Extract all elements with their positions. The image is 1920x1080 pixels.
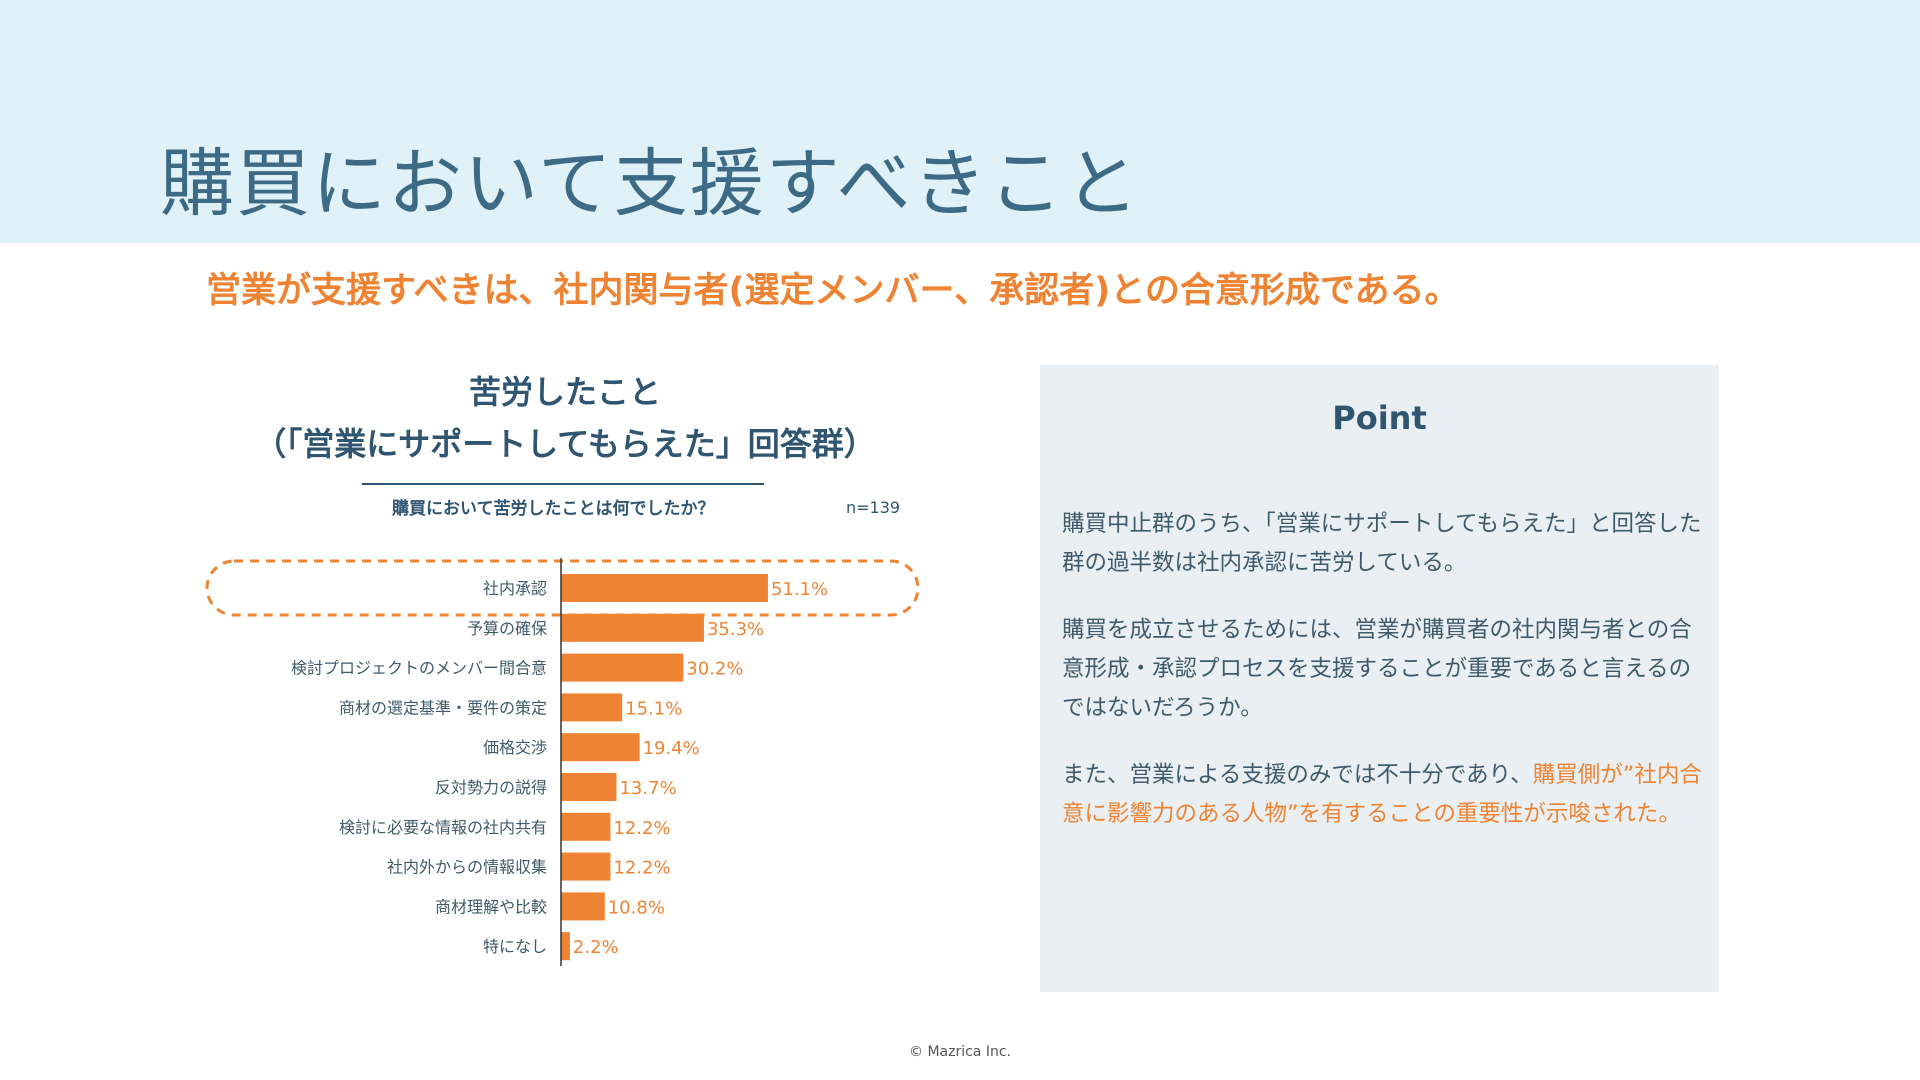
chart-question: 購買において苦労したことは何でしたか？ <box>392 499 715 519</box>
data-label: 30.2% <box>686 659 743 680</box>
data-label: 10.8% <box>608 897 665 918</box>
bar <box>561 693 623 722</box>
point-paragraph-2: 購買を成立させるためには、営業が購買者の社内関与者との合意形成・承認プロセスを支… <box>1062 617 1692 721</box>
data-label: 15.1% <box>625 698 682 719</box>
chart-title-line2: （「営業にサポートしてもらえた」回答群） <box>254 425 876 463</box>
chart-title: 苦労したこと （「営業にサポートしてもらえた」回答群） <box>230 366 900 470</box>
point-panel: Point 購買中止群のうち、「営業にサポートしてもらえた」と回答した群の過半数… <box>1040 365 1719 992</box>
bar <box>561 653 684 682</box>
header-band <box>0 0 1920 243</box>
page-title: 購買において支援すべきこと <box>160 141 1141 227</box>
category-label: 商材の選定基準・要件の策定 <box>339 698 547 717</box>
chart-divider <box>362 483 764 485</box>
category-label: 特になし <box>483 937 547 956</box>
category-label: 商材理解や比較 <box>435 897 547 916</box>
chart-title-line1: 苦労したこと <box>468 373 661 411</box>
category-label: 検討に必要な情報の社内共有 <box>339 818 547 837</box>
data-label: 35.3% <box>707 619 764 640</box>
data-label: 12.2% <box>613 858 670 879</box>
point-highlight-text: 購買側が”社内合意に影響力のある人物”を有することの重要性が示唆された。 <box>1062 762 1702 827</box>
point-paragraph-3: また、営業による支援のみでは不十分であり、購買側が”社内合意に影響力のある人物”… <box>1062 756 1702 834</box>
data-label: 19.4% <box>643 738 700 759</box>
category-label: 予算の確保 <box>467 619 547 638</box>
bar <box>561 852 611 881</box>
bar <box>561 892 605 921</box>
bar <box>561 932 570 961</box>
data-label: 51.1% <box>771 579 828 600</box>
category-label: 社内外からの情報収集 <box>387 858 547 877</box>
point-body: 購買中止群のうち、「営業にサポートしてもらえた」と回答した群の過半数は社内承認に… <box>1062 505 1702 862</box>
point-paragraph-1: 購買中止群のうち、「営業にサポートしてもらえた」と回答した群の過半数は社内承認に… <box>1062 511 1702 576</box>
bar <box>561 733 640 762</box>
category-label: 反対勢力の説得 <box>435 778 547 797</box>
page-subtitle: 営業が支援すべきは、社内関与者(選定メンバー、承認者)との合意形成である。 <box>206 271 1460 311</box>
category-label: 検討プロジェクトのメンバー間合意 <box>291 659 547 678</box>
highlight-dashed-outline <box>205 559 920 617</box>
data-label: 13.7% <box>619 778 676 799</box>
category-label: 価格交渉 <box>483 738 547 757</box>
data-label: 2.2% <box>573 937 619 958</box>
copyright: © Mazrica Inc. <box>909 1044 1011 1060</box>
point-paragraph-3-text: また、営業による支援のみでは不十分であり、 <box>1062 762 1533 788</box>
chart-sample-size: n=139 <box>846 498 901 517</box>
category-label: 社内承認 <box>483 579 547 598</box>
bar <box>561 812 611 841</box>
data-label: 12.2% <box>613 818 670 839</box>
bar <box>561 574 768 602</box>
bar <box>561 773 617 801</box>
bar <box>561 613 704 642</box>
point-title: Point <box>1332 399 1427 437</box>
